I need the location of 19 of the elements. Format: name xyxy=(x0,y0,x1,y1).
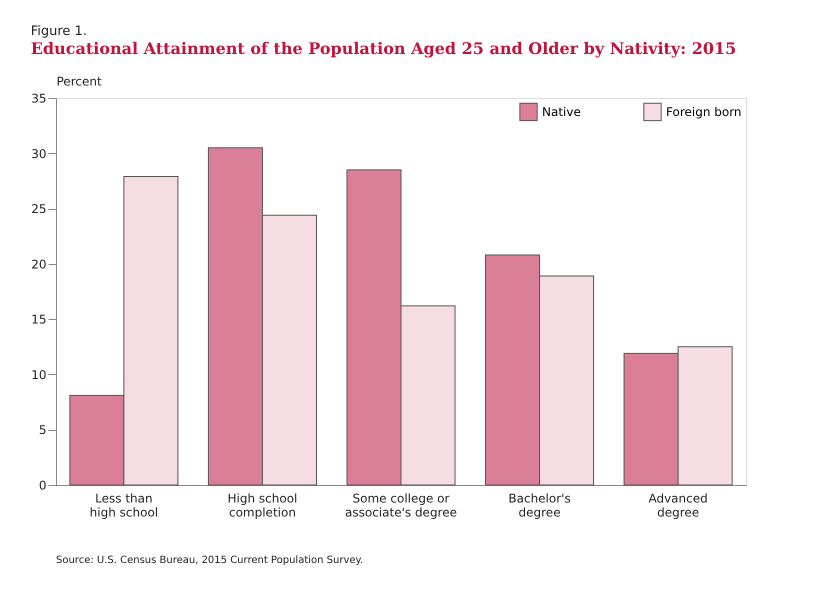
y-axis-title: Percent xyxy=(56,74,102,88)
y-tick-label: 0 xyxy=(38,478,46,492)
y-tick-label: 30 xyxy=(31,146,46,161)
y-tick-label: 20 xyxy=(31,257,46,272)
y-tick-label: 15 xyxy=(31,312,46,327)
legend-label: Native xyxy=(542,104,581,119)
x-tick-label: Some college or associate's degree xyxy=(345,492,457,520)
legend-label: Foreign born xyxy=(666,104,742,119)
x-tick-label: Bachelor's degree xyxy=(508,492,571,520)
x-tick-label: Advanced degree xyxy=(648,492,708,520)
source-note: Source: U.S. Census Bureau, 2015 Current Population Survey. xyxy=(56,555,364,566)
y-tick-label: 25 xyxy=(31,202,46,216)
y-tick-label: 10 xyxy=(31,368,46,382)
caption: Figure 1. xyxy=(30,24,87,39)
x-tick-label: High school completion xyxy=(228,492,298,520)
chart-title: Educational Attainment of the Population Aged 25 and Older by Nativity: 2015 xyxy=(30,39,736,58)
y-tick-label: 35 xyxy=(31,92,46,106)
y-tick-label: 5 xyxy=(38,423,46,438)
x-tick-label: Less than high school xyxy=(90,492,158,520)
